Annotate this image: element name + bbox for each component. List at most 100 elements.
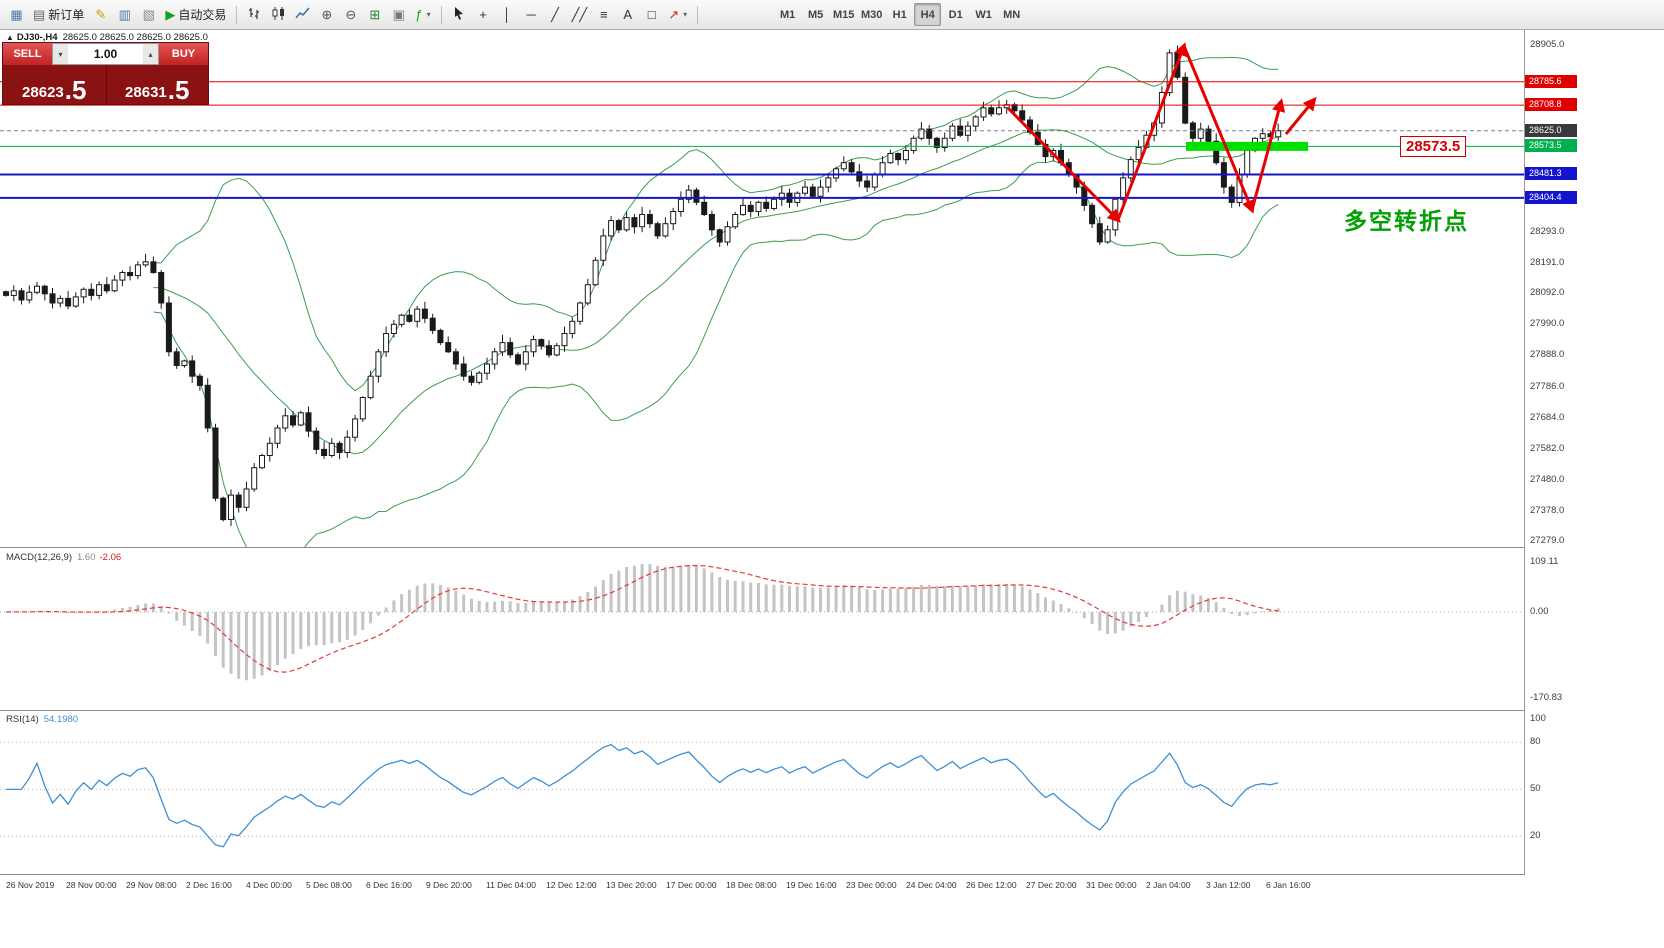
fibonacci-icon: ≡ bbox=[599, 7, 608, 22]
vertical-line-icon: │ bbox=[503, 7, 512, 22]
trendline-icon: ╱ bbox=[551, 7, 559, 22]
time-axis-label: 28 Nov 00:00 bbox=[66, 880, 117, 890]
timeframe-group: M1 M5 M15 M30 H1 H4 D1 W1 MN bbox=[774, 3, 1025, 26]
text-label-button[interactable]: A bbox=[616, 3, 639, 26]
price-axis-tick: 27786.0 bbox=[1530, 380, 1565, 392]
price-axis[interactable]: 28905.0 28293.0 28191.0 28092.0 27990.0 27888… bbox=[1525, 30, 1664, 948]
volume-increase-button[interactable]: ▴ bbox=[143, 44, 158, 64]
indicator-axis-tick: 100 bbox=[1530, 713, 1546, 724]
shapes-button[interactable]: □ bbox=[640, 3, 663, 26]
macd-panel-canvas[interactable] bbox=[0, 548, 1524, 710]
market-watch-button[interactable]: ▥ bbox=[113, 3, 136, 26]
buy-price[interactable]: 28631.5 bbox=[105, 65, 209, 104]
price-axis-tick: 28092.0 bbox=[1530, 287, 1565, 299]
volume-decrease-button[interactable]: ▾ bbox=[53, 44, 68, 64]
new-order-label: 新订单 bbox=[48, 8, 85, 22]
charts-window-icon: ▦ bbox=[10, 7, 23, 22]
trendline-button[interactable]: ╱ bbox=[544, 3, 567, 26]
macd-main-value: 1.60 bbox=[77, 552, 96, 563]
cascade-windows-button[interactable]: ▣ bbox=[387, 3, 410, 26]
indicators-caret-icon: ▾ bbox=[426, 10, 431, 19]
time-axis-label: 24 Dec 04:00 bbox=[906, 880, 957, 890]
bar-chart-button[interactable] bbox=[243, 3, 266, 26]
cursor-button[interactable] bbox=[448, 3, 471, 26]
time-axis-label: 6 Dec 16:00 bbox=[366, 880, 412, 890]
time-axis-label: 2 Dec 16:00 bbox=[186, 880, 232, 890]
price-axis-tick: 27888.0 bbox=[1530, 349, 1565, 361]
arrows-icon: ↗ bbox=[668, 7, 680, 22]
price-line-label: 28708.8 bbox=[1525, 98, 1577, 112]
metaeditor-icon: ✎ bbox=[95, 7, 107, 22]
arrows-caret-icon: ▾ bbox=[683, 10, 688, 19]
volume-stepper: ▾ 1.00 ▴ bbox=[52, 43, 159, 65]
sell-price[interactable]: 28623.5 bbox=[3, 65, 106, 104]
rsi-panel-canvas[interactable] bbox=[0, 711, 1524, 875]
price-line-label: 28785.6 bbox=[1525, 74, 1577, 88]
timeframe-m30-button[interactable]: M30 bbox=[858, 3, 885, 26]
auto-trading-button[interactable]: ▶ 自动交易 bbox=[161, 3, 230, 26]
navigator-button[interactable]: ▧ bbox=[137, 3, 160, 26]
crosshair-icon: + bbox=[479, 7, 487, 22]
candlestick-chart-icon bbox=[271, 6, 286, 24]
arrows-button[interactable]: ↗ ▾ bbox=[664, 3, 691, 26]
price-line-label: 28573.5 bbox=[1525, 139, 1577, 153]
vertical-line-button[interactable]: │ bbox=[496, 3, 519, 26]
zoom-out-button[interactable]: ⊖ bbox=[339, 3, 362, 26]
sell-button[interactable]: SELL bbox=[3, 43, 52, 65]
toolbar-separator bbox=[440, 5, 442, 24]
charts-window-button[interactable]: ▦ bbox=[5, 3, 28, 26]
panel-separator bbox=[0, 710, 1664, 711]
timeframe-m15-button[interactable]: M15 bbox=[830, 3, 857, 26]
new-order-button[interactable]: ▤ 新订单 bbox=[29, 3, 88, 26]
cascade-windows-icon: ▣ bbox=[392, 7, 405, 22]
indicator-axis-tick: 80 bbox=[1530, 736, 1541, 747]
price-axis-tick: 27582.0 bbox=[1530, 442, 1565, 454]
candlestick-chart-button[interactable] bbox=[267, 3, 290, 26]
fibonacci-button[interactable]: ≡ bbox=[592, 3, 615, 26]
timeframe-mn-button[interactable]: MN bbox=[998, 3, 1025, 26]
macd-signal-value: -2.06 bbox=[99, 552, 122, 563]
horizontal-line-button[interactable]: ─ bbox=[520, 3, 543, 26]
tile-windows-button[interactable]: ⊞ bbox=[363, 3, 386, 26]
price-chart-canvas[interactable] bbox=[0, 30, 1524, 547]
timeframe-h1-button[interactable]: H1 bbox=[886, 3, 913, 26]
timeframe-m5-button[interactable]: M5 bbox=[802, 3, 829, 26]
one-click-trading-panel: SELL ▾ 1.00 ▴ BUY 28623.5 28631.5 bbox=[2, 42, 209, 105]
panel-separator bbox=[0, 547, 1664, 548]
price-axis-tick: 28905.0 bbox=[1530, 39, 1565, 51]
price-axis-tick: 28191.0 bbox=[1530, 257, 1565, 269]
sell-price-int: 28623 bbox=[22, 83, 64, 101]
time-axis-label: 4 Dec 00:00 bbox=[246, 880, 292, 890]
price-callout-label[interactable]: 28573.5 bbox=[1400, 136, 1467, 157]
timeframe-h4-button[interactable]: H4 bbox=[914, 3, 942, 26]
text-label-icon: A bbox=[623, 7, 633, 22]
price-axis-tick: 27990.0 bbox=[1530, 318, 1565, 330]
price-axis-separator bbox=[1524, 30, 1525, 875]
timeframe-m1-button[interactable]: M1 bbox=[774, 3, 801, 26]
symbol-name: DJ30-,H4 bbox=[16, 32, 58, 43]
collapse-panel-icon[interactable]: ▲ bbox=[6, 33, 14, 42]
zoom-in-icon: ⊕ bbox=[321, 7, 333, 22]
time-axis-label: 31 Dec 00:00 bbox=[1086, 880, 1137, 890]
price-axis-tick: 27684.0 bbox=[1530, 411, 1565, 423]
timeframe-w1-button[interactable]: W1 bbox=[970, 3, 997, 26]
zoom-in-button[interactable]: ⊕ bbox=[315, 3, 338, 26]
turning-point-annotation[interactable]: 多空转折点 bbox=[1344, 208, 1469, 234]
bar-chart-icon bbox=[247, 6, 262, 24]
horizontal-line-icon: ─ bbox=[526, 7, 536, 22]
crosshair-button[interactable]: + bbox=[472, 3, 495, 26]
timeframe-d1-button[interactable]: D1 bbox=[942, 3, 969, 26]
metaeditor-button[interactable]: ✎ bbox=[89, 3, 112, 26]
time-axis-label: 23 Dec 00:00 bbox=[846, 880, 897, 890]
line-chart-button[interactable] bbox=[291, 3, 314, 26]
channel-button[interactable]: ╱╱ bbox=[568, 3, 592, 26]
indicators-button[interactable]: ƒ ▾ bbox=[411, 3, 434, 26]
volume-value[interactable]: 1.00 bbox=[93, 47, 118, 61]
buy-price-int: 28631 bbox=[125, 83, 167, 101]
indicator-axis-tick: 109.11 bbox=[1530, 556, 1559, 567]
shapes-icon: □ bbox=[647, 7, 656, 22]
time-axis[interactable]: 26 Nov 2019 28 Nov 00:00 29 Nov 08:00 2 Dec… bbox=[0, 876, 1524, 948]
buy-button[interactable]: BUY bbox=[159, 43, 208, 65]
indicators-icon: ƒ bbox=[415, 7, 423, 22]
